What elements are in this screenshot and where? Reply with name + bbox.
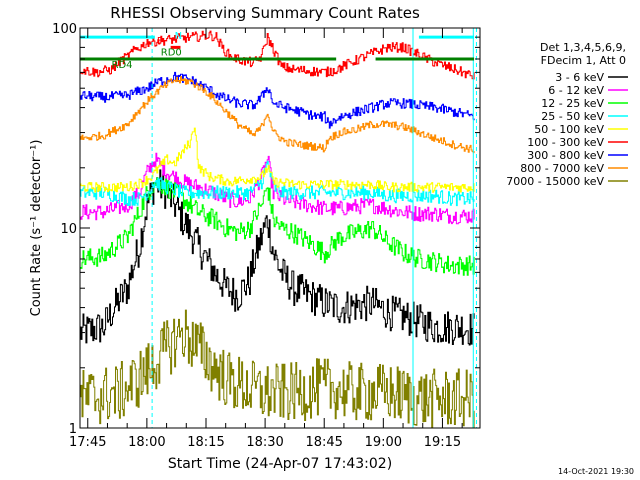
legend-label: 300 - 800 keV: [527, 149, 604, 162]
x-tick-label: 18:00: [128, 435, 165, 450]
legend-header: Det 1,3,4,5,6,9,: [540, 41, 626, 54]
y-axis-label: Count Rate (s⁻¹ detector⁻¹): [29, 140, 44, 317]
legend: Det 1,3,4,5,6,9,FDecim 1, Att 0 3 - 6 keV…: [506, 41, 628, 188]
x-tick-label: 18:45: [305, 435, 342, 450]
timestamp: 14-Oct-2021 19:30: [558, 467, 634, 476]
y-tick-label: 10: [60, 222, 77, 237]
series-line-2: [80, 177, 475, 276]
flag-label: RD0: [161, 47, 182, 58]
flag-label: RD4: [112, 60, 133, 71]
x-tick-label: 18:15: [187, 435, 224, 450]
y-tick-label: 100: [52, 22, 77, 37]
x-tick-label: 19:15: [424, 435, 461, 450]
series-layer: [80, 30, 475, 428]
series-line-7: [80, 76, 475, 154]
legend-label: 25 - 50 keV: [541, 110, 604, 123]
x-tick-label: 17:45: [69, 435, 106, 450]
flag-label: F: [157, 36, 163, 47]
legend-label: 12 - 25 keV: [541, 97, 604, 110]
legend-label: 800 - 7000 keV: [520, 162, 604, 175]
series-line-0: [80, 169, 475, 346]
legend-label: 50 - 100 keV: [534, 123, 604, 136]
axis-layer: 1 10 100 17:45 18:00 18:15 18:30 18:45 19:00 19:1…: [52, 22, 480, 450]
legend-label: 100 - 300 keV: [527, 136, 604, 149]
legend-label: 3 - 6 keV: [555, 71, 604, 84]
series-line-6: [80, 71, 475, 129]
series-line-8: [80, 309, 475, 428]
legend-label: 7000 - 15000 keV: [506, 175, 604, 188]
legend-header: FDecim 1, Att 0: [541, 54, 626, 67]
chart-title: RHESSI Observing Summary Count Rates: [110, 4, 420, 22]
y-tick-label: 1: [69, 422, 77, 437]
flag-label: N: [175, 31, 182, 42]
x-tick-label: 19:00: [365, 435, 402, 450]
x-tick-label: 18:30: [246, 435, 283, 450]
x-axis-label: Start Time (24-Apr-07 17:43:02): [168, 456, 392, 472]
series-line-1: [80, 152, 475, 225]
series-line-5: [80, 30, 475, 80]
series-line-4: [80, 127, 475, 193]
legend-label: 6 - 12 keV: [548, 84, 604, 97]
